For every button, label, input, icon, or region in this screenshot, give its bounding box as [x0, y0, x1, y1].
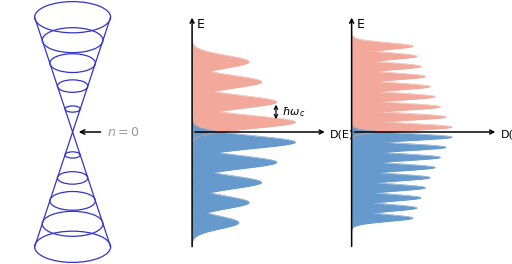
Text: D(E): D(E) [330, 129, 354, 139]
Text: $\hbar\omega_c$: $\hbar\omega_c$ [283, 105, 306, 119]
Text: D(E): D(E) [501, 129, 512, 139]
Text: E: E [197, 18, 204, 31]
Text: E: E [356, 18, 365, 31]
Text: $n=0$: $n=0$ [107, 125, 140, 139]
